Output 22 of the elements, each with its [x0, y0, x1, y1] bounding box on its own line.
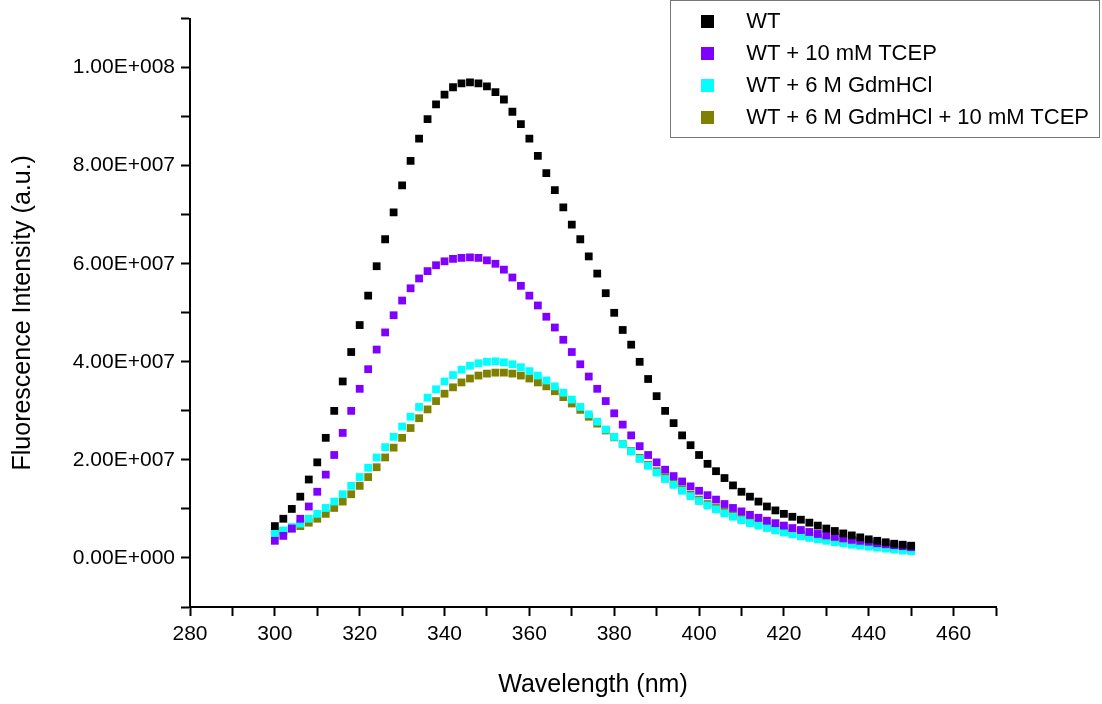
y-tick-label: 6.00E+007 — [72, 250, 175, 274]
y-tick-label: 4.00E+007 — [72, 348, 175, 372]
x-tick-label: 460 — [936, 621, 972, 645]
y-axis-title: Fluorescence Intensity (a.u.) — [6, 155, 35, 471]
legend-label: WT + 10 mM TCEP — [746, 39, 937, 67]
x-tick-label: 280 — [172, 621, 208, 645]
y-tick-label: 0.00E+000 — [72, 544, 175, 568]
legend-label: WT + 6 M GdmHCl + 10 mM TCEP — [746, 103, 1089, 131]
y-tick-label: 1.00E+008 — [72, 54, 175, 78]
x-tick-label: 360 — [511, 621, 547, 645]
x-tick-label: 380 — [596, 621, 632, 645]
x-tick-label: 400 — [681, 621, 717, 645]
x-tick-label: 320 — [342, 621, 378, 645]
x-tick-label: 420 — [766, 621, 802, 645]
x-axis-title: Wavelength (nm) — [498, 668, 688, 697]
x-tick-label: 340 — [427, 621, 463, 645]
legend-label: WT + 6 M GdmHCl — [746, 71, 933, 99]
y-tick-label: 8.00E+007 — [72, 152, 175, 176]
y-tick-label: 2.00E+007 — [72, 446, 175, 470]
x-tick-label: 300 — [257, 621, 293, 645]
legend-label: WT — [746, 7, 781, 35]
x-tick-label: 440 — [851, 621, 887, 645]
